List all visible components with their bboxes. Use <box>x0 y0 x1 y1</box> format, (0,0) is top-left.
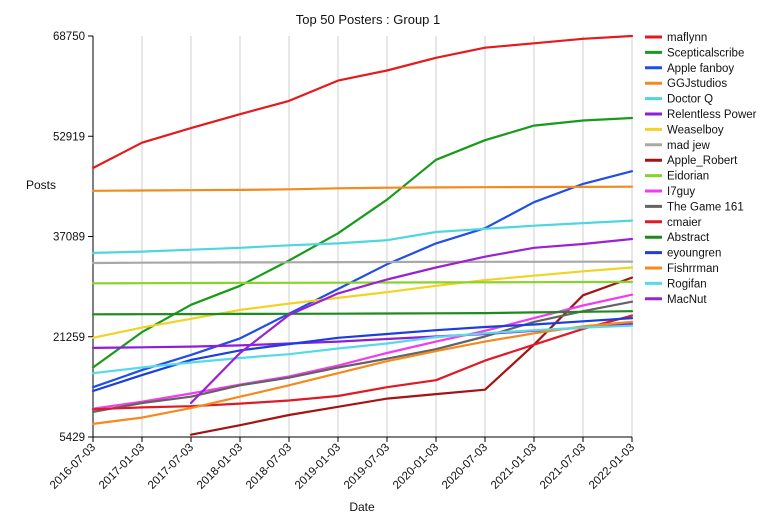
grid <box>92 36 633 437</box>
x-tick-label: 2019-01-03 <box>293 442 343 492</box>
legend-label-the-game-161: The Game 161 <box>667 201 744 213</box>
legend-label-ggjstudios: GGJstudios <box>667 78 727 90</box>
legend-label-maflynn: maflynn <box>667 32 707 44</box>
legend-label-apple-fanboy: Apple fanboy <box>667 63 734 75</box>
x-tick-label: 2016-07-03 <box>48 442 98 492</box>
x-tick-label: 2019-07-03 <box>342 442 392 492</box>
y-tick-label: 52919 <box>53 131 85 143</box>
series-line-i7guy <box>91 293 634 410</box>
series-line-apple-fanboy <box>91 170 634 389</box>
series-line-eidorian <box>91 280 634 285</box>
series-line-rogifan <box>91 324 634 375</box>
axes <box>92 36 632 438</box>
legend-label-relentless-power: Relentless Power <box>667 109 757 121</box>
y-tick-label: 68750 <box>53 31 85 43</box>
series-line-weaselboy <box>91 266 634 339</box>
y-tick-label: 37089 <box>53 232 85 244</box>
legend: maflynn Scepticalscribe Apple fanboy GGJstu… <box>645 32 757 306</box>
x-tick-label: 2020-07-03 <box>440 442 490 492</box>
x-tick-label: 2017-07-03 <box>146 442 196 492</box>
series-line-macnut <box>189 237 634 405</box>
series-line-cmaier <box>91 314 634 411</box>
series-line-the-game-161 <box>91 300 634 413</box>
series-line-abstract <box>91 310 634 316</box>
series-lines <box>91 34 634 436</box>
x-tick-label: 2022-01-03 <box>587 442 637 492</box>
legend-label-weaselboy: Weaselboy <box>667 124 724 136</box>
legend-label-apple-robert: Apple_Robert <box>667 155 738 167</box>
legend-label-eyoungren: eyoungren <box>667 248 721 260</box>
x-tick-label: 2018-07-03 <box>244 442 294 492</box>
chart-title: Top 50 Posters : Group 1 <box>296 12 441 27</box>
series-line-mad-jew <box>91 260 634 265</box>
series-line-maflynn <box>91 34 634 170</box>
y-tick-label: 21259 <box>53 332 85 344</box>
x-tick-label: 2021-01-03 <box>489 442 539 492</box>
legend-label-fishrrman: Fishrrman <box>667 263 719 275</box>
series-line-apple-robert <box>189 276 634 436</box>
y-tick-labels: 5429 21259 37089 52919 68750 <box>53 31 93 444</box>
legend-label-mad-jew: mad jew <box>667 140 711 152</box>
y-axis-label: Posts <box>26 178 56 192</box>
series-line-fishrrman <box>91 320 634 425</box>
x-tick-labels: 2016-07-032017-01-032017-07-032018-01-03… <box>48 437 637 492</box>
series-line-ggjstudios <box>91 185 634 192</box>
series-line-doctor-q <box>91 219 634 254</box>
y-tick-label: 5429 <box>59 432 85 444</box>
legend-label-scepticalscribe: Scepticalscribe <box>667 47 744 59</box>
legend-label-macnut: MacNut <box>667 294 707 306</box>
x-axis-label: Date <box>349 500 375 514</box>
legend-label-doctor-q: Doctor Q <box>667 94 713 106</box>
x-tick-label: 2017-01-03 <box>97 442 147 492</box>
legend-label-eidorian: Eidorian <box>667 171 709 183</box>
x-tick-label: 2021-07-03 <box>538 442 588 492</box>
series-line-scepticalscribe <box>91 116 634 369</box>
x-tick-label: 2020-01-03 <box>391 442 441 492</box>
legend-label-rogifan: Rogifan <box>667 278 707 290</box>
legend-label-i7guy: I7guy <box>667 186 695 198</box>
legend-label-abstract: Abstract <box>667 232 710 244</box>
x-tick-label: 2018-01-03 <box>195 442 245 492</box>
legend-label-cmaier: cmaier <box>667 217 702 229</box>
